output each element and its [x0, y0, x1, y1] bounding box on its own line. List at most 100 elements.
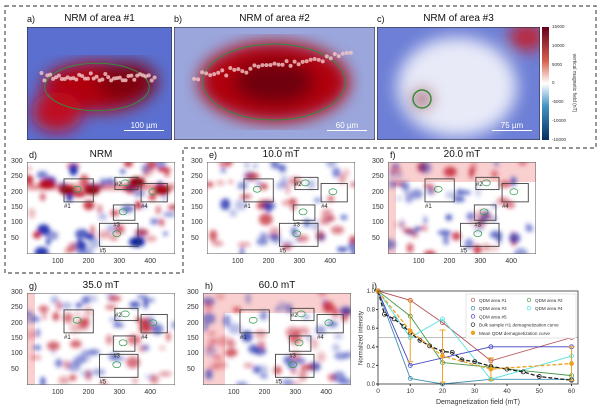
- region-box-5: [99, 353, 139, 378]
- region-label-4: #4: [321, 204, 328, 210]
- chart-xlabel: Demagnetization field (mT): [435, 399, 521, 406]
- y-tick-label: 1.0: [367, 289, 376, 295]
- panel-e-field-map: #1 #2 #3 #4 #5: [207, 162, 355, 254]
- x-tick: 200: [443, 258, 456, 265]
- y-tick: 250: [187, 304, 199, 312]
- region-box-4: [320, 183, 348, 203]
- y-tick: 200: [11, 188, 23, 196]
- x-tick: 400: [144, 258, 157, 265]
- scale-bar: 75 µm: [492, 121, 532, 131]
- legend-entry: Bulk sample H1 demagnetization curve: [479, 323, 559, 328]
- region-label-4: #4: [502, 204, 509, 210]
- region-label-1: #1: [240, 335, 247, 341]
- data-point: [440, 353, 445, 359]
- y-tick: 300: [187, 289, 199, 296]
- region-box-1: [243, 178, 274, 203]
- colorbar-tick: -15000: [552, 136, 567, 142]
- y-tick: 100: [372, 219, 384, 227]
- region-label-2: #2: [115, 313, 122, 319]
- contour-line: [118, 339, 128, 347]
- panel-i-label: i): [372, 281, 377, 291]
- region-label-5: #5: [99, 248, 106, 254]
- y-tick: 100: [187, 350, 199, 358]
- data-point: [391, 316, 397, 322]
- x-tick: 400: [505, 258, 518, 265]
- y-tick: 300: [372, 158, 384, 165]
- region-box-1: [63, 309, 94, 334]
- contour-line: [481, 179, 491, 187]
- region-label-4: #4: [141, 204, 148, 210]
- x-tick: 100: [51, 258, 64, 265]
- data-point: [382, 311, 387, 317]
- data-point: [472, 359, 478, 365]
- y-tick: 200: [372, 188, 384, 196]
- region-box-2: [114, 176, 139, 191]
- region-box-3: [292, 204, 316, 221]
- region-box-1: [239, 309, 270, 334]
- legend-marker: [526, 297, 532, 303]
- legend-marker: [470, 322, 476, 327]
- region-box-3: [473, 204, 497, 221]
- region-label-4: #4: [317, 335, 324, 341]
- x-tick-label: 30: [471, 388, 479, 395]
- y-tick-label: 0.2: [367, 363, 376, 369]
- region-box-1: [63, 178, 94, 203]
- y-tick: 50: [187, 365, 195, 373]
- region-label-5: #5: [275, 379, 282, 385]
- x-tick-label: 60: [568, 388, 576, 395]
- data-point: [440, 316, 445, 322]
- region-box-4: [140, 314, 168, 334]
- x-tick: 400: [144, 389, 157, 396]
- x-tick: 400: [324, 258, 337, 265]
- contour-line: [509, 188, 519, 196]
- colorbar-tick: 5000: [552, 61, 563, 67]
- region-label-2: #2: [295, 182, 302, 188]
- panel-c-label: c): [377, 14, 385, 24]
- contour-line: [202, 43, 346, 121]
- contour-line: [296, 310, 306, 318]
- x-tick: 300: [474, 258, 487, 265]
- colorbar-tick: -10000: [552, 118, 567, 123]
- contour-line: [118, 208, 128, 216]
- contour-line: [324, 319, 334, 327]
- contour-line: [298, 208, 308, 216]
- contour-line: [148, 319, 158, 327]
- y-tick-label: 0.4: [367, 345, 376, 351]
- legend-marker: [526, 306, 532, 311]
- colorbar-tick: -5000: [552, 99, 564, 105]
- region-label-2: #2: [476, 182, 483, 188]
- y-tick: 50: [191, 234, 199, 242]
- panel-h-label: h): [205, 281, 214, 291]
- panel-g-title: 35.0 mT: [82, 280, 120, 291]
- y-tick: 150: [11, 204, 23, 211]
- y-tick: 200: [191, 188, 203, 196]
- data-point: [488, 344, 494, 350]
- y-tick: 50: [11, 365, 19, 373]
- y-tick: 300: [191, 158, 203, 165]
- region-box-4: [316, 314, 344, 334]
- panel-a-field-map: [27, 27, 172, 140]
- contour-line: [473, 230, 483, 238]
- region-box-3: [112, 335, 136, 352]
- legend-marker: [470, 297, 476, 303]
- y-tick: 200: [11, 319, 23, 327]
- y-tick: 250: [372, 173, 384, 181]
- series-line: [377, 290, 572, 366]
- legend-marker: [470, 306, 476, 311]
- contour-line: [433, 185, 443, 193]
- x-tick: 100: [412, 258, 425, 265]
- region-label-1: #1: [425, 204, 432, 210]
- x-tick: 100: [51, 389, 64, 396]
- y-tick: 200: [187, 319, 199, 327]
- data-point: [407, 363, 413, 368]
- colorbar-tick: 0: [552, 80, 555, 86]
- region-label-3: #3: [113, 222, 120, 228]
- y-tick: 150: [187, 335, 199, 342]
- legend-marker: [470, 330, 476, 335]
- contour-line: [288, 361, 298, 369]
- x-tick: 100: [227, 389, 240, 396]
- panel-b-field-map: [174, 27, 375, 140]
- x-tick: 100: [231, 258, 244, 265]
